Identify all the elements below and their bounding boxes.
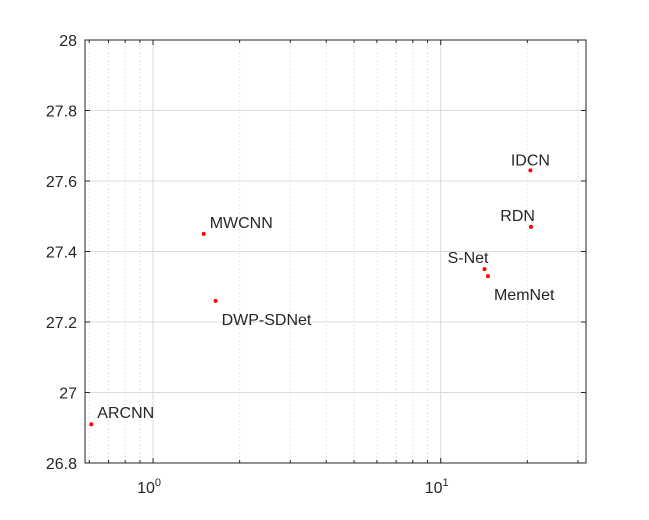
point-label: S-Net <box>448 250 489 267</box>
point-label: RDN <box>500 208 535 225</box>
y-tick-label: 27 <box>59 386 77 403</box>
data-point <box>528 168 533 173</box>
x-tick-label-base: 10 <box>137 480 155 497</box>
y-tick-label: 26.8 <box>46 456 77 473</box>
y-tick-label: 27.8 <box>46 104 77 121</box>
data-point <box>201 231 206 236</box>
y-tick-label: 27.6 <box>46 174 77 191</box>
data-point <box>482 267 487 272</box>
data-point <box>528 224 533 229</box>
y-tick-label: 28 <box>59 33 77 50</box>
plot-frame <box>84 39 587 464</box>
point-label: ARCNN <box>97 405 154 422</box>
x-tick-label: 100 <box>137 477 161 497</box>
point-label: IDCN <box>511 152 550 169</box>
data-point <box>89 422 94 427</box>
x-tick-label-exponent: 0 <box>155 477 161 489</box>
y-tick-label: 27.2 <box>46 315 77 332</box>
point-label: MemNet <box>494 287 555 304</box>
point-label: MWCNN <box>210 215 273 232</box>
data-point <box>485 274 490 279</box>
data-points: ARCNN MWCNN DWP-SDNet S-Net MemNet RDN IDCN <box>89 152 555 427</box>
x-tick-label-exponent: 1 <box>443 477 449 489</box>
point-label: DWP-SDNet <box>222 312 312 329</box>
y-tick-label: 27.4 <box>46 245 77 262</box>
data-point <box>213 298 218 303</box>
x-tick-label: 101 <box>425 477 449 497</box>
x-tick-label-base: 10 <box>425 480 443 497</box>
